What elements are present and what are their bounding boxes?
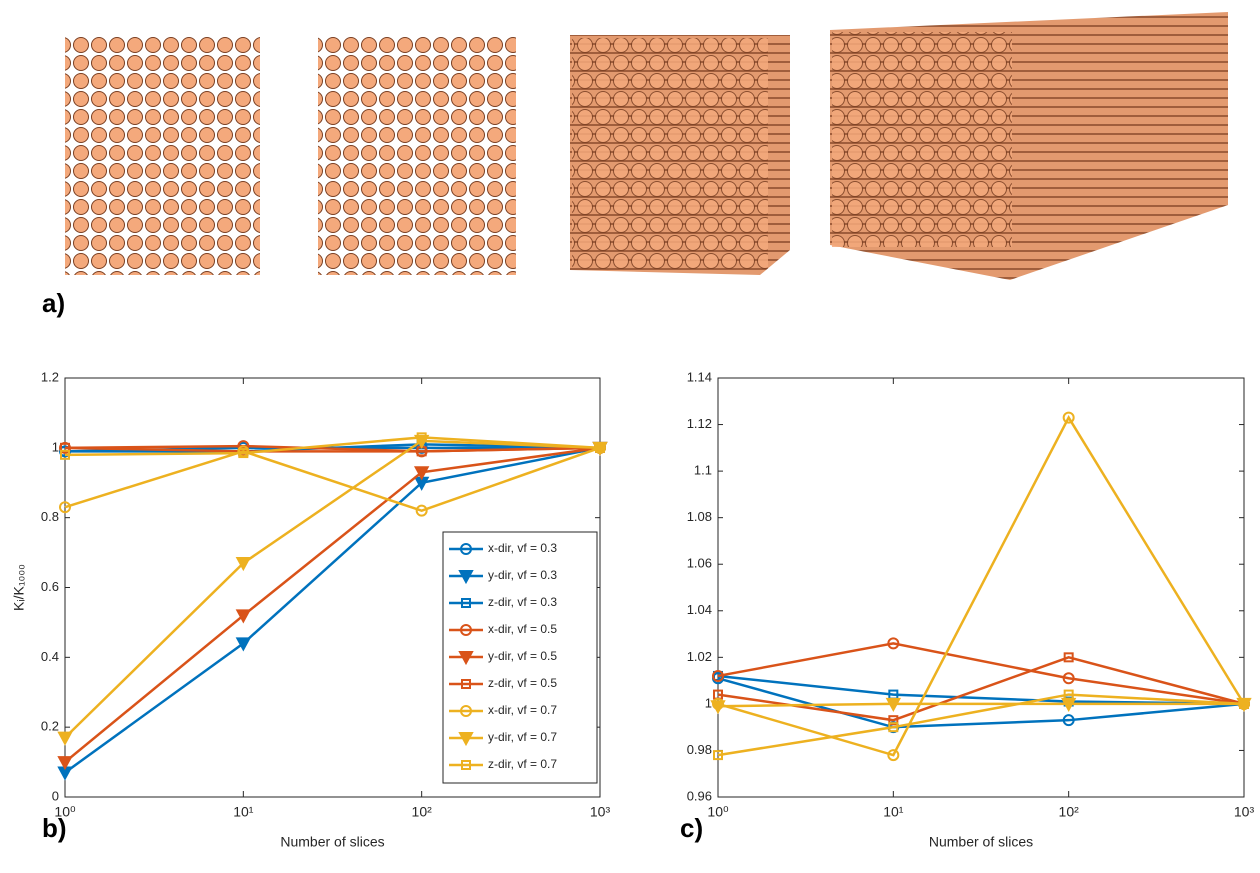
series-line <box>64 446 601 774</box>
marker <box>888 715 899 726</box>
marker <box>887 749 900 762</box>
marker <box>712 669 724 682</box>
y-tick-label: 0.96 <box>687 788 712 803</box>
marker <box>60 442 70 453</box>
marker <box>887 637 900 650</box>
marker <box>1062 411 1075 424</box>
marker <box>1062 714 1075 727</box>
slice-render <box>65 35 260 275</box>
series-line <box>64 446 601 513</box>
series-line <box>717 677 1245 729</box>
y-tick-label: 0.4 <box>41 649 59 664</box>
marker <box>458 651 474 666</box>
series-line <box>64 446 601 764</box>
marker <box>458 732 474 747</box>
marker <box>888 722 899 733</box>
x-tick-label: 10³ <box>590 804 611 820</box>
legend-label: y-dir, vf = 0.5 <box>488 649 557 663</box>
series <box>60 432 605 460</box>
y-tick-label: 0.8 <box>41 509 59 524</box>
marker <box>1063 689 1074 700</box>
y-tick-label: 1.14 <box>687 369 712 384</box>
y-tick-label: 1.06 <box>687 556 712 571</box>
marker <box>885 697 902 712</box>
y-tick-label: 0.98 <box>687 742 712 757</box>
legend-label: y-dir, vf = 0.3 <box>488 568 557 582</box>
marker <box>460 543 472 555</box>
marker <box>595 442 605 453</box>
x-tick-label: 10² <box>412 804 433 820</box>
marker <box>461 760 471 770</box>
y-tick-label: 1 <box>705 695 712 710</box>
marker <box>460 624 472 636</box>
panel-label: b) <box>42 813 67 843</box>
y-tick-label: 1.2 <box>41 369 59 384</box>
x-tick-label: 10⁰ <box>54 804 76 820</box>
x-tick-label: 10¹ <box>233 804 254 820</box>
slice-render <box>832 32 1012 247</box>
marker <box>235 637 252 652</box>
y-tick-label: 1.1 <box>694 463 712 478</box>
marker <box>235 557 252 572</box>
series-line <box>717 656 1245 722</box>
x-tick-label: 10² <box>1059 804 1080 820</box>
y-tick-label: 0.2 <box>41 719 59 734</box>
x-axis-label: Number of slices <box>929 834 1033 850</box>
marker <box>461 679 471 689</box>
y-tick-label: 0.6 <box>41 579 59 594</box>
series-line <box>64 446 601 453</box>
marker <box>1239 698 1249 709</box>
series-line <box>64 436 601 457</box>
marker <box>235 609 252 624</box>
y-tick-label: 0 <box>52 788 59 803</box>
marker <box>60 449 70 460</box>
legend-label: z-dir, vf = 0.7 <box>488 757 557 771</box>
y-tick-label: 1.04 <box>687 602 712 617</box>
series-line <box>717 415 1246 757</box>
fiber-renderings <box>65 12 1228 280</box>
marker <box>460 705 472 717</box>
panel-label: c) <box>680 813 703 843</box>
series <box>713 689 1249 761</box>
marker <box>461 598 471 608</box>
marker <box>710 700 726 715</box>
y-tick-label: 1.12 <box>687 416 712 431</box>
marker <box>458 570 474 585</box>
x-tick-label: 10¹ <box>883 804 904 820</box>
legend-label: x-dir, vf = 0.7 <box>488 703 557 717</box>
legend-label: x-dir, vf = 0.3 <box>488 541 557 555</box>
x-tick-label: 10³ <box>1234 804 1255 820</box>
marker <box>59 501 71 514</box>
y-axis-label: Kᵢ/K₁₀₀₀ <box>11 564 27 611</box>
panel-label: a) <box>42 288 65 318</box>
x-axis-label: Number of slices <box>280 834 384 850</box>
x-tick-label: 10⁰ <box>707 804 729 820</box>
legend-label: z-dir, vf = 0.5 <box>488 676 557 690</box>
series-line <box>64 439 601 739</box>
y-tick-label: 1.02 <box>687 649 712 664</box>
legend-label: x-dir, vf = 0.5 <box>488 622 557 636</box>
marker <box>1063 652 1074 663</box>
legend-label: y-dir, vf = 0.7 <box>488 730 557 744</box>
marker <box>57 731 73 746</box>
slice-render <box>572 38 768 270</box>
marker <box>413 466 430 481</box>
series-line <box>717 702 1244 708</box>
marker <box>713 750 723 761</box>
series-line <box>717 693 1245 757</box>
legend-label: z-dir, vf = 0.3 <box>488 595 557 609</box>
series-line <box>717 642 1245 706</box>
marker <box>415 504 428 517</box>
y-tick-label: 1.08 <box>687 509 712 524</box>
y-tick-label: 1 <box>52 439 59 454</box>
slice-render <box>318 35 516 275</box>
marker <box>1062 672 1075 685</box>
marker <box>238 448 249 459</box>
marker <box>57 756 73 771</box>
marker <box>416 432 427 443</box>
